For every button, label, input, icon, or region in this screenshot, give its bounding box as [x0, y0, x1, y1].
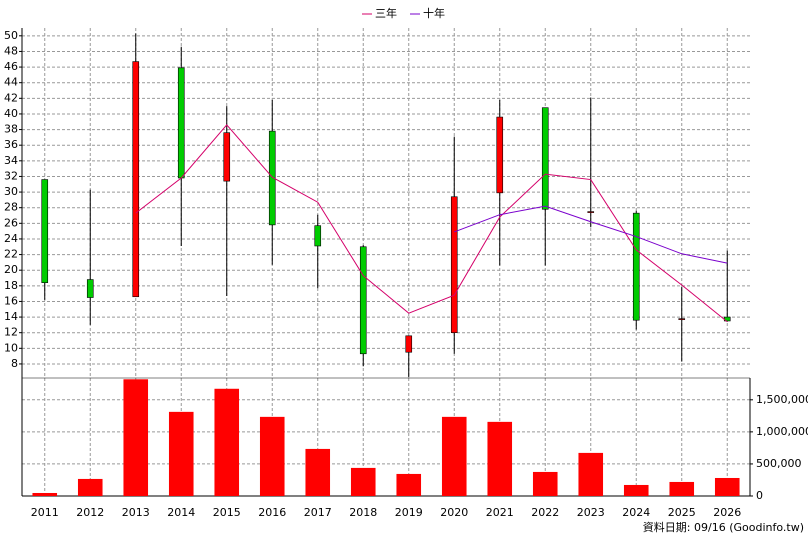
candle-body	[314, 225, 322, 247]
y-tick-label: 50	[4, 29, 18, 42]
volume-bar	[441, 416, 467, 496]
candle-body	[132, 61, 140, 298]
y-tick-label: 8	[11, 357, 18, 370]
y-tick-label: 34	[4, 154, 18, 167]
candle-body	[632, 212, 640, 321]
x-tick-label: 2012	[76, 506, 104, 519]
x-tick-label: 2021	[486, 506, 514, 519]
y-tick-label: 44	[4, 76, 18, 89]
y-tick-label: 18	[4, 279, 18, 292]
y-tick-label: 22	[4, 248, 18, 261]
y-tick-label: 40	[4, 107, 18, 120]
candle-body	[541, 107, 549, 210]
candle-body	[359, 246, 367, 355]
y-tick-label: 46	[4, 60, 18, 73]
candle-body	[268, 130, 276, 226]
y-tick-label: 24	[4, 232, 18, 245]
volume-bar	[532, 471, 558, 496]
candle-body	[177, 67, 185, 179]
x-tick-label: 2026	[713, 506, 741, 519]
x-tick-label: 2013	[122, 506, 150, 519]
volume-bar	[214, 388, 240, 496]
volume-bar	[77, 478, 103, 496]
volume-bar	[714, 477, 740, 496]
y-tick-label: 28	[4, 201, 18, 214]
x-tick-label: 2022	[531, 506, 559, 519]
y-tick-label: 48	[4, 44, 18, 57]
x-tick-label: 2025	[668, 506, 696, 519]
x-tick-label: 2014	[167, 506, 195, 519]
y-tick-label: 30	[4, 185, 18, 198]
legend-label: 三年	[375, 6, 397, 20]
y2-tick-label: 500,000	[756, 457, 802, 470]
candle-body	[496, 116, 504, 194]
x-tick-label: 2019	[395, 506, 423, 519]
volume-bar	[350, 467, 376, 496]
candle-body	[41, 179, 49, 283]
y2-tick-label: 1,000,000	[756, 425, 808, 438]
ma-line	[135, 124, 728, 323]
volume-bar	[623, 484, 649, 496]
volume-bar	[305, 448, 331, 496]
y-tick-label: 14	[4, 310, 18, 323]
candle-body	[678, 318, 686, 320]
volume-bar	[168, 411, 194, 496]
candle-body	[450, 196, 458, 333]
y-tick-label: 10	[4, 341, 18, 354]
x-tick-label: 2018	[349, 506, 377, 519]
y-tick-label: 36	[4, 138, 18, 151]
volume-bar	[123, 379, 149, 496]
y-tick-label: 38	[4, 123, 18, 136]
y-tick-label: 42	[4, 91, 18, 104]
x-tick-label: 2023	[577, 506, 605, 519]
x-tick-label: 2015	[213, 506, 241, 519]
ma-line	[454, 205, 728, 264]
x-tick-label: 2024	[622, 506, 650, 519]
volume-bar	[259, 416, 285, 496]
x-tick-label: 2011	[31, 506, 59, 519]
candle-body	[223, 132, 231, 182]
footnote: 資料日期: 09/16 (Goodinfo.tw)	[643, 520, 804, 534]
y-tick-label: 16	[4, 294, 18, 307]
y-tick-label: 12	[4, 326, 18, 339]
x-tick-label: 2017	[304, 506, 332, 519]
y-tick-label: 26	[4, 216, 18, 229]
x-tick-label: 2020	[440, 506, 468, 519]
candle-body	[86, 279, 94, 298]
candle-body	[587, 211, 595, 213]
y-tick-label: 32	[4, 169, 18, 182]
volume-bar	[32, 492, 58, 496]
volume-bar	[669, 481, 695, 496]
y2-tick-label: 1,500,000	[756, 393, 808, 406]
volume-bar	[396, 473, 422, 496]
legend-label: 十年	[423, 6, 445, 20]
y2-tick-label: 0	[756, 489, 763, 502]
volume-bar	[578, 452, 604, 496]
x-tick-label: 2016	[258, 506, 286, 519]
candle-body	[405, 335, 413, 353]
y-tick-label: 20	[4, 263, 18, 276]
volume-bar	[487, 421, 513, 496]
